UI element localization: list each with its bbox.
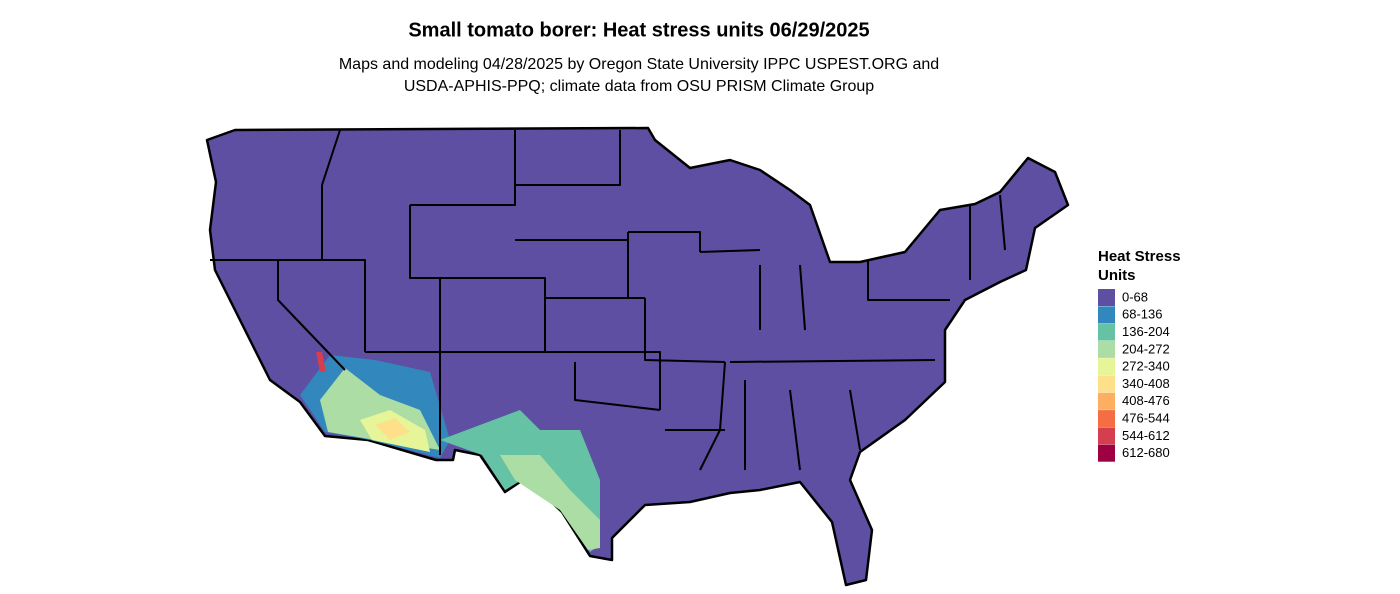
legend-title: Heat Stress xyxy=(1098,248,1181,265)
legend-label: 136-204 xyxy=(1122,324,1170,339)
legend-title: Units xyxy=(1098,267,1136,284)
legend-label: 544-612 xyxy=(1122,428,1170,443)
legend-swatch xyxy=(1098,375,1115,393)
heat-region xyxy=(316,352,326,372)
subtitle: USDA-APHIS-PPQ; climate data from OSU PR… xyxy=(404,78,874,95)
legend-swatch xyxy=(1098,444,1115,462)
state-borders xyxy=(210,129,1006,471)
legend-swatch xyxy=(1098,306,1115,324)
legend-label: 340-408 xyxy=(1122,376,1170,391)
legend-swatch xyxy=(1098,340,1115,358)
heat-region xyxy=(375,418,410,440)
legend-label: 204-272 xyxy=(1122,341,1170,356)
heat-region xyxy=(500,455,600,550)
subtitle: Maps and modeling 04/28/2025 by Oregon S… xyxy=(339,56,939,73)
legend-swatch xyxy=(1098,289,1115,306)
us-map xyxy=(205,126,1070,587)
legend-swatch xyxy=(1098,392,1115,410)
legend-label: 0-68 xyxy=(1122,289,1148,304)
legend-swatch xyxy=(1098,358,1115,376)
title: Small tomato borer: Heat stress units 06… xyxy=(408,19,869,41)
land xyxy=(205,126,1070,587)
legend-label: 612-680 xyxy=(1122,445,1170,460)
legend-swatch xyxy=(1098,410,1115,428)
legend-swatch xyxy=(1098,427,1115,445)
legend-label: 408-476 xyxy=(1122,393,1170,408)
legend-swatch xyxy=(1098,323,1115,341)
legend: 0-68 68-136 136-204 204-272 272-340 340-408 40… xyxy=(1098,289,1170,462)
legend-label: 272-340 xyxy=(1122,359,1170,374)
legend-label: 476-544 xyxy=(1122,411,1170,426)
legend-label: 68-136 xyxy=(1122,307,1162,322)
